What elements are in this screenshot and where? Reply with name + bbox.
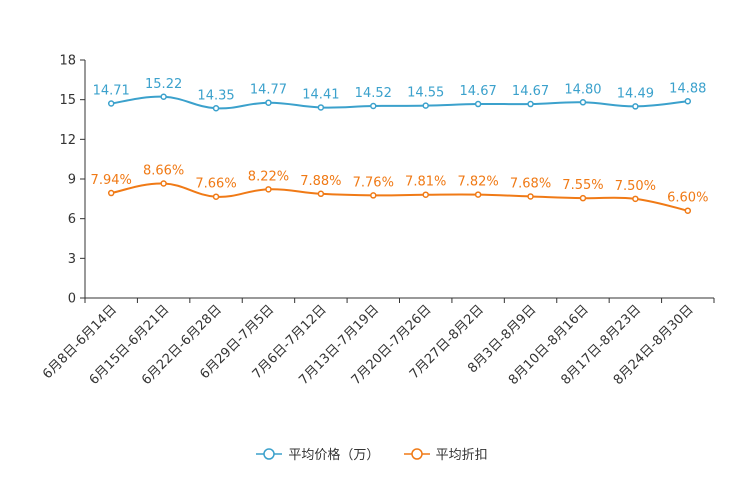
data-label: 7.66% (195, 177, 236, 192)
legend: 平均价格（万） 平均折扣 (0, 444, 744, 465)
data-point (527, 193, 534, 200)
y-tick-label: 12 (59, 133, 76, 148)
data-point (422, 191, 429, 198)
data-label: 15.22 (145, 77, 182, 92)
data-point (317, 190, 325, 198)
data-label: 7.88% (300, 174, 341, 189)
data-label: 14.77 (250, 83, 287, 98)
data-point (632, 195, 639, 203)
legend-item-discount[interactable]: 平均折扣 (403, 444, 488, 463)
data-label: 14.52 (355, 86, 392, 101)
data-point (527, 100, 534, 108)
data-point (370, 192, 377, 199)
data-label: 14.71 (93, 84, 130, 99)
data-point (474, 191, 482, 198)
data-label: 8.22% (248, 169, 289, 184)
data-label: 7.81% (405, 175, 446, 190)
data-point (370, 102, 377, 110)
data-point (422, 102, 429, 109)
data-label: 7.55% (562, 178, 603, 193)
data-label: 14.67 (512, 84, 549, 99)
data-label: 6.60% (667, 191, 708, 206)
data-label: 14.67 (460, 84, 497, 99)
data-point (632, 103, 639, 110)
data-label: 7.82% (457, 175, 498, 190)
data-label: 7.50% (615, 179, 656, 194)
data-point (684, 98, 692, 105)
data-point (160, 93, 167, 101)
data-label: 7.94% (91, 173, 132, 188)
data-point (107, 189, 115, 197)
data-point (160, 180, 167, 187)
y-tick-label: 3 (68, 252, 76, 267)
data-label: 14.80 (564, 82, 601, 97)
data-point (474, 100, 482, 108)
series-line-1 (111, 182, 689, 212)
y-tick-label: 6 (68, 212, 76, 227)
legend-label-price: 平均价格（万） (288, 448, 380, 463)
data-label: 14.88 (669, 81, 706, 96)
y-tick-label: 15 (59, 93, 76, 108)
data-point (265, 99, 272, 106)
data-label: 8.66% (143, 163, 184, 178)
y-tick-label: 0 (68, 292, 76, 307)
y-tick-label: 18 (59, 54, 76, 69)
data-label: 14.35 (197, 88, 234, 103)
data-point (317, 104, 325, 111)
data-label: 7.76% (353, 175, 394, 190)
data-point (212, 105, 220, 112)
data-point (579, 99, 587, 106)
y-tick-label: 9 (68, 173, 76, 188)
legend-marker-price (256, 447, 283, 460)
data-point (265, 186, 272, 193)
data-label: 14.41 (302, 87, 339, 102)
legend-item-price[interactable]: 平均价格（万） (256, 444, 379, 463)
data-point (107, 100, 115, 107)
data-point (684, 207, 692, 214)
data-point (212, 193, 220, 200)
legend-label-discount: 平均折扣 (435, 448, 488, 463)
series-line-0 (111, 95, 688, 110)
data-label: 7.68% (510, 176, 551, 191)
data-point (579, 194, 587, 202)
data-label: 14.49 (617, 86, 654, 101)
data-label: 14.55 (407, 86, 444, 101)
legend-marker-discount (403, 447, 430, 460)
